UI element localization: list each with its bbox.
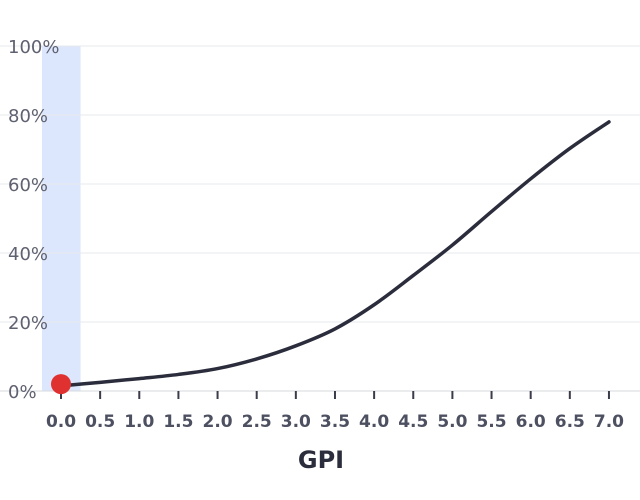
x-tick-label: 2.5	[242, 412, 272, 432]
x-tick-label: 5.0	[437, 412, 467, 432]
x-tick-label: 4.0	[359, 412, 389, 432]
x-tick-label: 3.5	[320, 412, 350, 432]
x-tick-label: 4.5	[398, 412, 428, 432]
x-axis-title: GPI	[298, 446, 344, 474]
x-tick-label: 6.0	[516, 412, 546, 432]
y-tick-label: 20%	[8, 313, 48, 334]
x-tick-label: 5.5	[476, 412, 506, 432]
series-line	[59, 120, 611, 388]
x-tick-label: 1.0	[124, 412, 154, 432]
x-tick-label: 2.0	[202, 412, 232, 432]
y-tick-label: 100%	[8, 37, 59, 58]
x-tick-label: 0.0	[46, 412, 76, 432]
x-tick-label: 3.0	[281, 412, 311, 432]
x-tick-label: 6.5	[555, 412, 585, 432]
y-tick-label: 40%	[8, 244, 48, 265]
x-tick-label: 1.5	[163, 412, 193, 432]
x-tick-label: 7.0	[594, 412, 624, 432]
y-tick-label: 60%	[8, 175, 48, 196]
highlight-band	[42, 46, 81, 391]
x-tick-label: 0.5	[85, 412, 115, 432]
y-tick-label: 0%	[8, 382, 37, 403]
current-value-marker	[51, 374, 71, 395]
y-tick-label: 80%	[8, 106, 48, 127]
